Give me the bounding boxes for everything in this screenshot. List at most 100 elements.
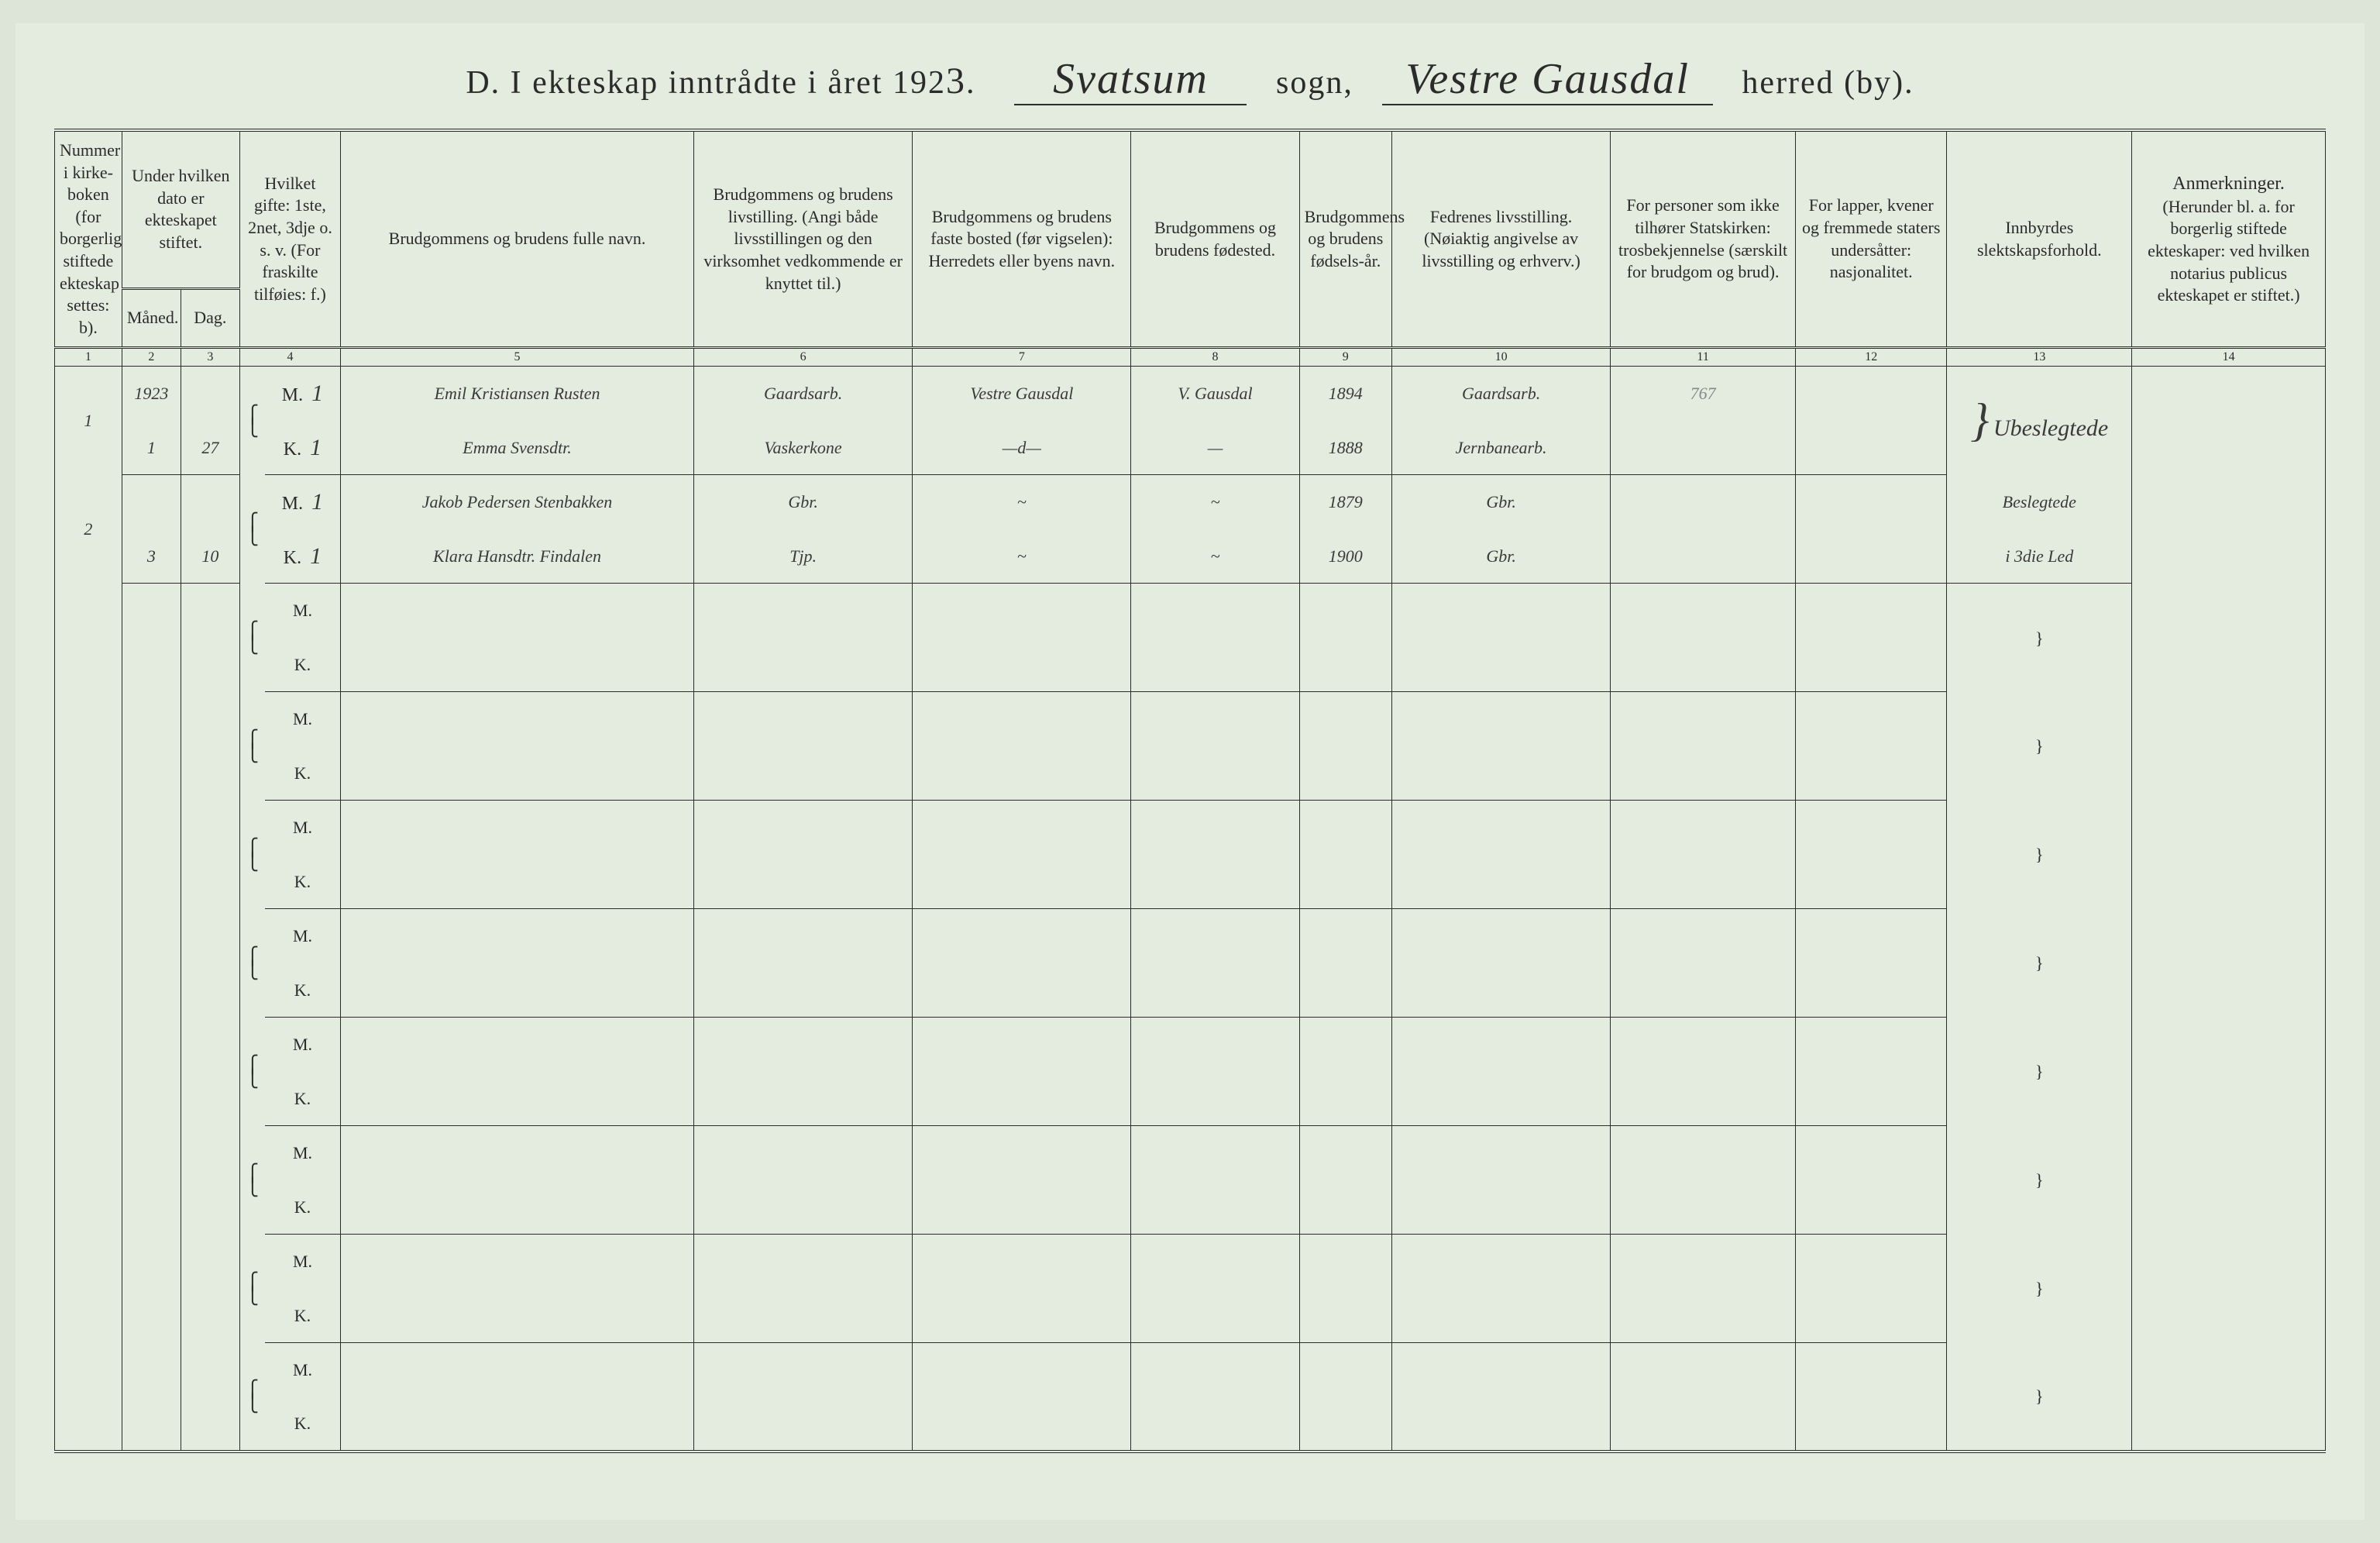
empty [1299, 1126, 1391, 1180]
bride-nationality [1796, 421, 1947, 475]
month [122, 1126, 181, 1235]
empty [341, 909, 694, 963]
col-header-10: For personer som ikke tilhører Statskirk… [1611, 130, 1796, 348]
table-row: 2 ⎧⎩ M. 1 Jakob Pedersen Stenbakken Gbr.… [55, 475, 2326, 529]
empty [694, 1289, 913, 1343]
empty [913, 1126, 1131, 1180]
herred-value: Vestre Gausdal [1382, 54, 1713, 105]
empty [1796, 584, 1947, 638]
mk-m-label: M. [282, 494, 303, 514]
entry-number [55, 1018, 122, 1126]
empty [694, 855, 913, 909]
mk-k: K. 1 [265, 529, 341, 584]
col-header-11: For lapper, kvener og fremmede staters u… [1796, 130, 1947, 348]
empty [913, 801, 1131, 855]
empty [1391, 1235, 1610, 1289]
empty [341, 1072, 694, 1126]
table-row: ⎧⎩M.} [55, 1235, 2326, 1289]
title-period: . [966, 65, 976, 101]
empty [913, 1018, 1131, 1072]
empty [1391, 909, 1610, 963]
day [181, 584, 239, 692]
kinship-brace: } [1947, 692, 2132, 801]
empty [913, 855, 1131, 909]
mk-k: K. [265, 1180, 341, 1235]
day [181, 1126, 239, 1235]
empty [1131, 801, 1299, 855]
empty [1131, 909, 1299, 963]
month: 1 [122, 421, 181, 475]
empty [694, 1018, 913, 1072]
gifte-m: 1 [311, 381, 323, 406]
bride-birthplace: ~ [1131, 529, 1299, 584]
empty [694, 1343, 913, 1397]
groom-occupation: Gaardsarb. [694, 367, 913, 421]
empty [1796, 1289, 1947, 1343]
month [122, 1343, 181, 1452]
empty [1611, 1126, 1796, 1180]
empty [1611, 638, 1796, 692]
table-row: ⎧⎩M.} [55, 909, 2326, 963]
empty [341, 1235, 694, 1289]
empty [1299, 909, 1391, 963]
empty [1131, 638, 1299, 692]
empty [1796, 746, 1947, 801]
empty [1796, 855, 1947, 909]
empty [1299, 801, 1391, 855]
remarks [2132, 692, 2326, 801]
bracket-open-icon: ⎧⎩ [239, 584, 265, 692]
empty [1131, 692, 1299, 746]
empty [341, 1397, 694, 1452]
empty [913, 1397, 1131, 1452]
marriage-register-table: Nummer i kirke-boken (for borgerlig stif… [54, 129, 2326, 1453]
mk-m: M. 1 [265, 475, 341, 529]
empty [1796, 1018, 1947, 1072]
bracket-open-icon: ⎧⎩ [239, 475, 265, 584]
empty [1611, 1343, 1796, 1397]
empty [1611, 1180, 1796, 1235]
empty [913, 638, 1131, 692]
empty [913, 909, 1131, 963]
empty [341, 1018, 694, 1072]
year-above: 1923 [122, 367, 181, 421]
empty [1131, 1072, 1299, 1126]
bride-name: Emma Svensdtr. [341, 421, 694, 475]
colnum: 1 [55, 348, 122, 367]
sogn-label: sogn, [1276, 65, 1353, 101]
mk-m: M. [265, 692, 341, 746]
empty [913, 1343, 1131, 1397]
gifte-m: 1 [311, 489, 323, 515]
entry-number [55, 692, 122, 801]
empty [694, 1235, 913, 1289]
kinship-1: } Ubeslegtede [1947, 367, 2132, 475]
empty [341, 692, 694, 746]
empty [1131, 584, 1299, 638]
mk-k-label: K. [284, 439, 301, 460]
table-row: ⎧⎩M.} [55, 1343, 2326, 1397]
entry-number: 1 [55, 367, 122, 475]
table-row: ⎧⎩M.} [55, 801, 2326, 855]
groom-birthplace: ~ [1131, 475, 1299, 529]
empty [341, 1343, 694, 1397]
kinship-brace: } [1947, 909, 2132, 1018]
groom-birthplace: V. Gausdal [1131, 367, 1299, 421]
groom-name: Jakob Pedersen Stenbakken [341, 475, 694, 529]
day-empty [181, 475, 239, 529]
empty [913, 746, 1131, 801]
day: 10 [181, 529, 239, 584]
bride-father: Jernbanearb. [1391, 421, 1610, 475]
gifte-k: 1 [310, 543, 322, 569]
year-digit: 3 [946, 60, 966, 102]
bracket-open-icon: ⎧⎩ [239, 1018, 265, 1126]
entry-number [55, 801, 122, 909]
empty [1299, 692, 1391, 746]
col-header-9: Fedrenes livsstilling. (Nøiaktig angivel… [1391, 130, 1610, 348]
empty [1131, 746, 1299, 801]
empty [1299, 1289, 1391, 1343]
kinship-brace: } [1947, 1126, 2132, 1235]
month [122, 909, 181, 1018]
empty [1131, 963, 1299, 1018]
month-empty [122, 475, 181, 529]
empty [1391, 1018, 1610, 1072]
table-row: ⎧⎩M.} [55, 1126, 2326, 1180]
